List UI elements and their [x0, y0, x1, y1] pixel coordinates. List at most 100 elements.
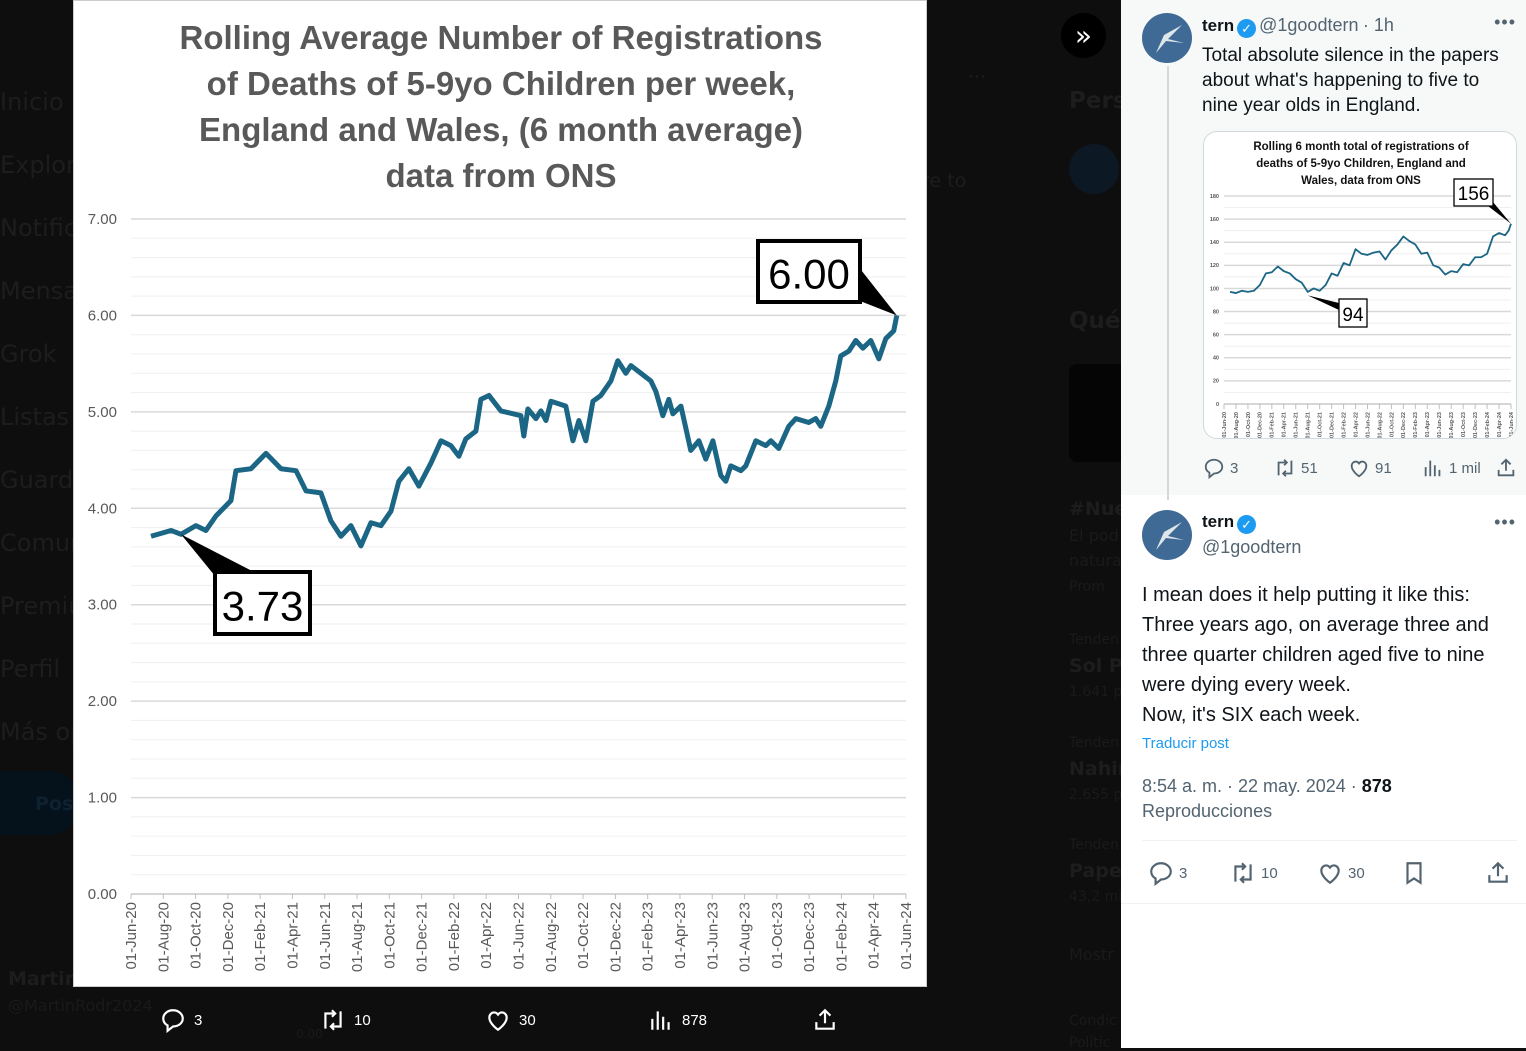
callout-box: [1338, 298, 1368, 328]
reply-count: 3: [1230, 459, 1239, 477]
tweet-time[interactable]: · 1h: [1362, 15, 1394, 35]
avatar[interactable]: [1142, 13, 1192, 63]
y-tick-label: 7.00: [88, 211, 117, 228]
y-tick-label: 80: [1213, 309, 1219, 315]
repost-button[interactable]: 10: [1230, 860, 1278, 886]
share-icon: [1488, 861, 1508, 883]
x-tick-label: 01-Oct-20: [188, 902, 205, 969]
translate-link[interactable]: Traducir post: [1142, 735, 1229, 752]
series-line: [150, 314, 900, 549]
post-button[interactable]: Pos: [0, 771, 80, 835]
footer-link[interactable]: Polític: [1069, 1035, 1111, 1051]
x-tick-label: 01-Apr-22: [1353, 412, 1359, 437]
reply-button[interactable]: 3: [1148, 860, 1187, 886]
media-image: 0.00 1.00 2.00 3.00 4.00 5.00 6.00 7.00 01-Jun-2…: [73, 0, 927, 987]
share-button[interactable]: [1495, 457, 1517, 479]
nav-item[interactable]: Mensa: [0, 277, 78, 305]
callout-box: [213, 570, 312, 636]
x-tick-label: 01-Feb-22: [1341, 412, 1347, 438]
like-icon: [1350, 460, 1368, 478]
timeline-more-icon: ···: [968, 66, 987, 88]
more-icon[interactable]: •••: [1494, 512, 1516, 532]
reply-button[interactable]: 3: [160, 1005, 202, 1035]
more-icon[interactable]: •••: [1494, 12, 1516, 32]
nav-item[interactable]: Premiu: [0, 592, 84, 620]
y-tick-label: 140: [1210, 240, 1219, 246]
author-name[interactable]: tern: [1202, 16, 1235, 35]
x-tick-label: 01-Jun-22: [1365, 412, 1371, 438]
expand-icon: »: [1074, 19, 1093, 52]
trend-title[interactable]: Nahir: [1069, 758, 1128, 780]
author-name[interactable]: tern: [1202, 512, 1235, 531]
x-tick-label: 01-Feb-24: [833, 902, 850, 971]
callout-pointer: [181, 534, 254, 576]
share-button[interactable]: [1485, 860, 1511, 886]
y-tick-label: 180: [1210, 194, 1219, 200]
x-tick-label: 01-Jun-24: [898, 902, 915, 970]
timestamp[interactable]: 8:54 a. m. · 22 may. 2024 ·: [1142, 776, 1362, 796]
x-tick-label: 01-Aug-21: [1306, 412, 1312, 439]
x-tick-label: 01-Aug-20: [155, 902, 172, 972]
show-more-link[interactable]: Mostr: [1069, 945, 1114, 964]
author-handle[interactable]: @1goodtern: [1259, 15, 1359, 35]
tweet-line: I mean does it help putting it like this…: [1142, 584, 1470, 606]
trend-text: Prom: [1069, 579, 1105, 595]
nav-item[interactable]: Comun: [0, 529, 86, 557]
y-tick-label: 20: [1213, 379, 1219, 385]
nav-item[interactable]: Listas: [0, 403, 70, 431]
views-count: 878: [682, 1011, 708, 1029]
parent-tweet[interactable]: tern ✓ @1goodtern · 1h ••• Total absolute …: [1121, 0, 1526, 500]
x-tick-label: 01-Feb-23: [1413, 412, 1419, 438]
x-tick-label: 01-Dec-20: [1258, 412, 1264, 438]
y-tick-label: 0.00: [88, 886, 117, 903]
callout-pointer: [1307, 295, 1339, 310]
share-button[interactable]: [812, 1005, 838, 1035]
trend-title[interactable]: Sol Pé: [1069, 655, 1136, 677]
x-tick-label: 01-Feb-24: [1485, 411, 1491, 438]
avatar[interactable]: [1142, 510, 1192, 560]
like-button[interactable]: 30: [485, 1005, 536, 1035]
views-icon: [1424, 460, 1441, 477]
nav-item[interactable]: Grok: [0, 340, 57, 368]
repost-button[interactable]: 10: [320, 1005, 371, 1035]
series-line: [1229, 223, 1512, 294]
x-tick-label: 01-Dec-21: [414, 902, 431, 972]
nav-item[interactable]: Notific: [0, 214, 78, 242]
x-tick-label: 01-Dec-21: [1329, 412, 1335, 438]
like-button[interactable]: 30: [1317, 860, 1365, 886]
x-tick-label: 01-Jun-24: [1509, 411, 1515, 438]
bookmark-button[interactable]: [1401, 860, 1427, 886]
thread-panel: tern ✓ @1goodtern · 1h ••• Total absolute …: [1121, 0, 1526, 1048]
callout-pointer: [854, 261, 897, 316]
divider: [1142, 840, 1517, 841]
y-tick-label: 4.00: [88, 500, 117, 517]
x-tick-label: 01-Apr-22: [478, 902, 495, 969]
expand-button[interactable]: »: [1061, 13, 1106, 58]
reply-button[interactable]: 3: [1203, 457, 1238, 479]
author-handle[interactable]: @1goodtern: [1202, 537, 1302, 557]
tweet-image[interactable]: Rolling 6 month total of registrations o…: [1203, 131, 1517, 439]
x-tick-label: 01-Apr-21: [1282, 412, 1288, 437]
nav-item[interactable]: Inicio: [0, 88, 64, 116]
views-button[interactable]: 878: [648, 1005, 707, 1035]
nav-item[interactable]: Perfil: [0, 655, 61, 683]
x-tick-label: 01-Jun-20: [123, 902, 140, 970]
x-tick-label: 01-Apr-24: [866, 902, 883, 969]
promo-image[interactable]: [1069, 364, 1129, 462]
footer-link[interactable]: Condic: [1069, 1013, 1117, 1029]
x-tick-label: 01-Feb-21: [252, 902, 269, 971]
x-tick-label: 01-Apr-23: [1425, 412, 1431, 437]
x-tick-label: 01-Apr-21: [284, 902, 301, 969]
sidebar-heading: Pers: [1069, 88, 1127, 114]
like-button[interactable]: 91: [1348, 457, 1392, 479]
repost-button[interactable]: 51: [1274, 457, 1318, 479]
like-icon: [488, 1011, 508, 1032]
nav-item[interactable]: Más op: [0, 718, 86, 746]
y-tick-label: 1.00: [88, 790, 117, 807]
callout-pointer: [1488, 202, 1511, 224]
trend-text: 1.641 p: [1069, 684, 1123, 700]
main-chart: 0.00 1.00 2.00 3.00 4.00 5.00 6.00 7.00 01-Jun-2…: [88, 211, 915, 972]
views-button[interactable]: 1 mil: [1422, 457, 1481, 479]
trend-title[interactable]: Papel: [1069, 860, 1129, 882]
repost-count: 51: [1301, 459, 1318, 477]
